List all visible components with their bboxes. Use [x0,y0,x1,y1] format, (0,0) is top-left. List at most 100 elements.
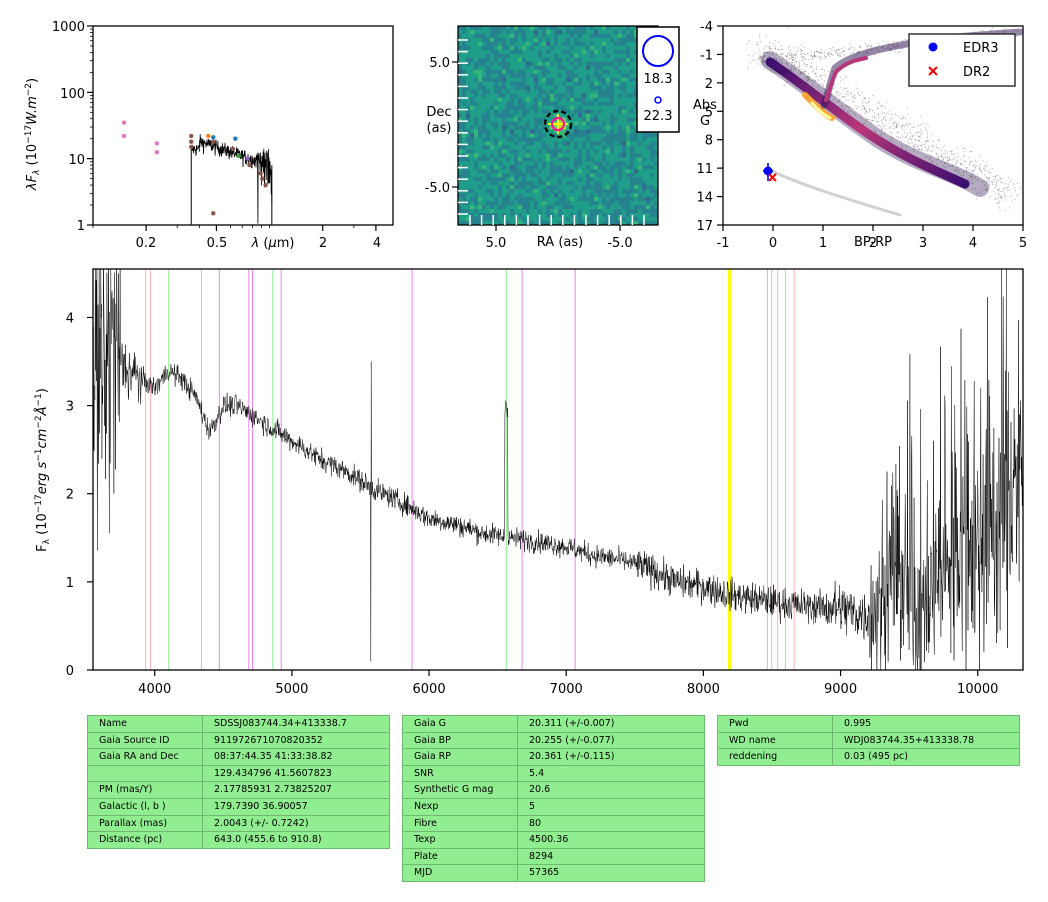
hrd-field-star [845,93,847,95]
info-table-right: Pwd 0.995 WD name WDJ083744.35+413338.78 red… [717,715,1020,766]
cutout-pixel [486,217,491,222]
hrd-ytick-label: -1 [700,48,713,63]
cutout-pixel [590,205,595,210]
hrd-field-star [792,71,794,73]
hrd-field-star [860,113,862,115]
hrd-field-star [913,144,915,146]
cutout-pixel [630,81,635,86]
cutout-pixel [610,81,615,86]
hrd-field-star [972,178,974,180]
hrd-field-star [857,93,859,95]
hrd-field-star [875,121,877,123]
cutout-pixel [562,173,567,178]
cutout-pixel [538,157,543,162]
cutout-pixel [622,157,627,162]
hrd-field-star [794,67,796,69]
hrd-giant-star [791,57,793,59]
hrd-field-star [936,153,938,155]
hrd-field-star [924,143,926,145]
cutout-pixel [526,165,531,170]
table-value-cell: 179.7390 36.90057 [202,797,390,816]
cutout-pixel [466,209,471,214]
cutout-pixel [530,221,535,226]
cutout-pixel [526,77,531,83]
cutout-pixel [626,201,631,206]
hrd-field-star [791,59,793,61]
cutout-pixel [654,181,659,186]
cutout-pixel [566,189,571,194]
cutout-pixel [518,137,523,142]
cutout-pixel [482,137,487,142]
cutout-pixel [598,161,603,166]
cutout-pixel [582,137,587,142]
hrd-giant-star [837,48,839,50]
hrd-field-star [996,202,998,204]
cutout-pixel [574,101,579,106]
cutout-pixel [534,109,539,114]
cutout-pixel [614,209,619,214]
cutout-pixel [530,185,535,190]
cutout-pixel [586,113,591,118]
cutout-pixel [634,73,639,79]
cutout-pixel [490,49,495,55]
cutout-pixel [602,53,607,59]
cutout-pixel [518,173,523,178]
cutout-pixel [618,81,623,86]
hrd-field-star [867,101,869,103]
cutout-pixel [570,117,575,122]
hrd-field-star [892,137,894,139]
cutout-pixel [594,33,599,39]
table-key-cell: Plate [402,847,518,866]
hrd-field-star [798,63,800,65]
cutout-pixel [618,89,623,94]
cutout-pixel [562,217,567,222]
cutout-pixel [578,133,583,138]
hrd-field-star [867,120,869,122]
cutout-pixel [482,97,487,102]
cutout-pixel [506,41,511,47]
cutout-pixel [630,101,635,106]
cutout-pixel [542,37,547,43]
hrd-field-star [925,140,927,142]
cutout-pixel [590,97,595,102]
cutout-pixel [582,33,587,39]
cutout-pixel [542,109,547,114]
hrd-field-star [976,179,978,181]
cutout-pixel [614,201,619,206]
cutout-pixel [642,169,647,174]
cutout-pixel [650,205,655,210]
cutout-pixel [582,57,587,63]
cutout-pixel [582,37,587,43]
table-value-cell: SDSSJ083744.34+413338.7 [202,715,390,733]
cutout-pixel [562,93,567,98]
cutout-pixel [542,113,547,118]
cutout-pixel [486,209,491,214]
cutout-pixel [630,117,635,122]
hrd-field-star [865,111,867,113]
cutout-pixel [586,69,591,75]
hrd-field-star [759,36,761,38]
hrd-field-star [864,122,866,124]
cutout-pixel [546,177,551,182]
cutout-pixel [506,209,511,214]
cutout-pixel [610,137,615,142]
cutout-pixel [558,193,563,198]
cutout-pixel [566,41,571,47]
cutout-pixel [634,29,639,35]
hrd-field-star [852,95,854,97]
hrd-giant-star [859,46,861,48]
cutout-pixel [490,69,495,75]
cutout-pixel [494,49,499,55]
cutout-pixel [630,129,635,134]
cutout-pixel [574,141,579,146]
hrd-field-star [901,118,903,120]
hrd-giant-star [791,54,793,56]
cutout-pixel [518,26,523,31]
hrd-giant-star [835,49,837,51]
cutout-pixel [634,129,639,134]
hrd-field-star [840,76,842,78]
hrd-giant-star [757,63,759,65]
cutout-pixel [650,217,655,222]
cutout-pixel [474,161,479,166]
cutout-pixel [462,113,467,118]
